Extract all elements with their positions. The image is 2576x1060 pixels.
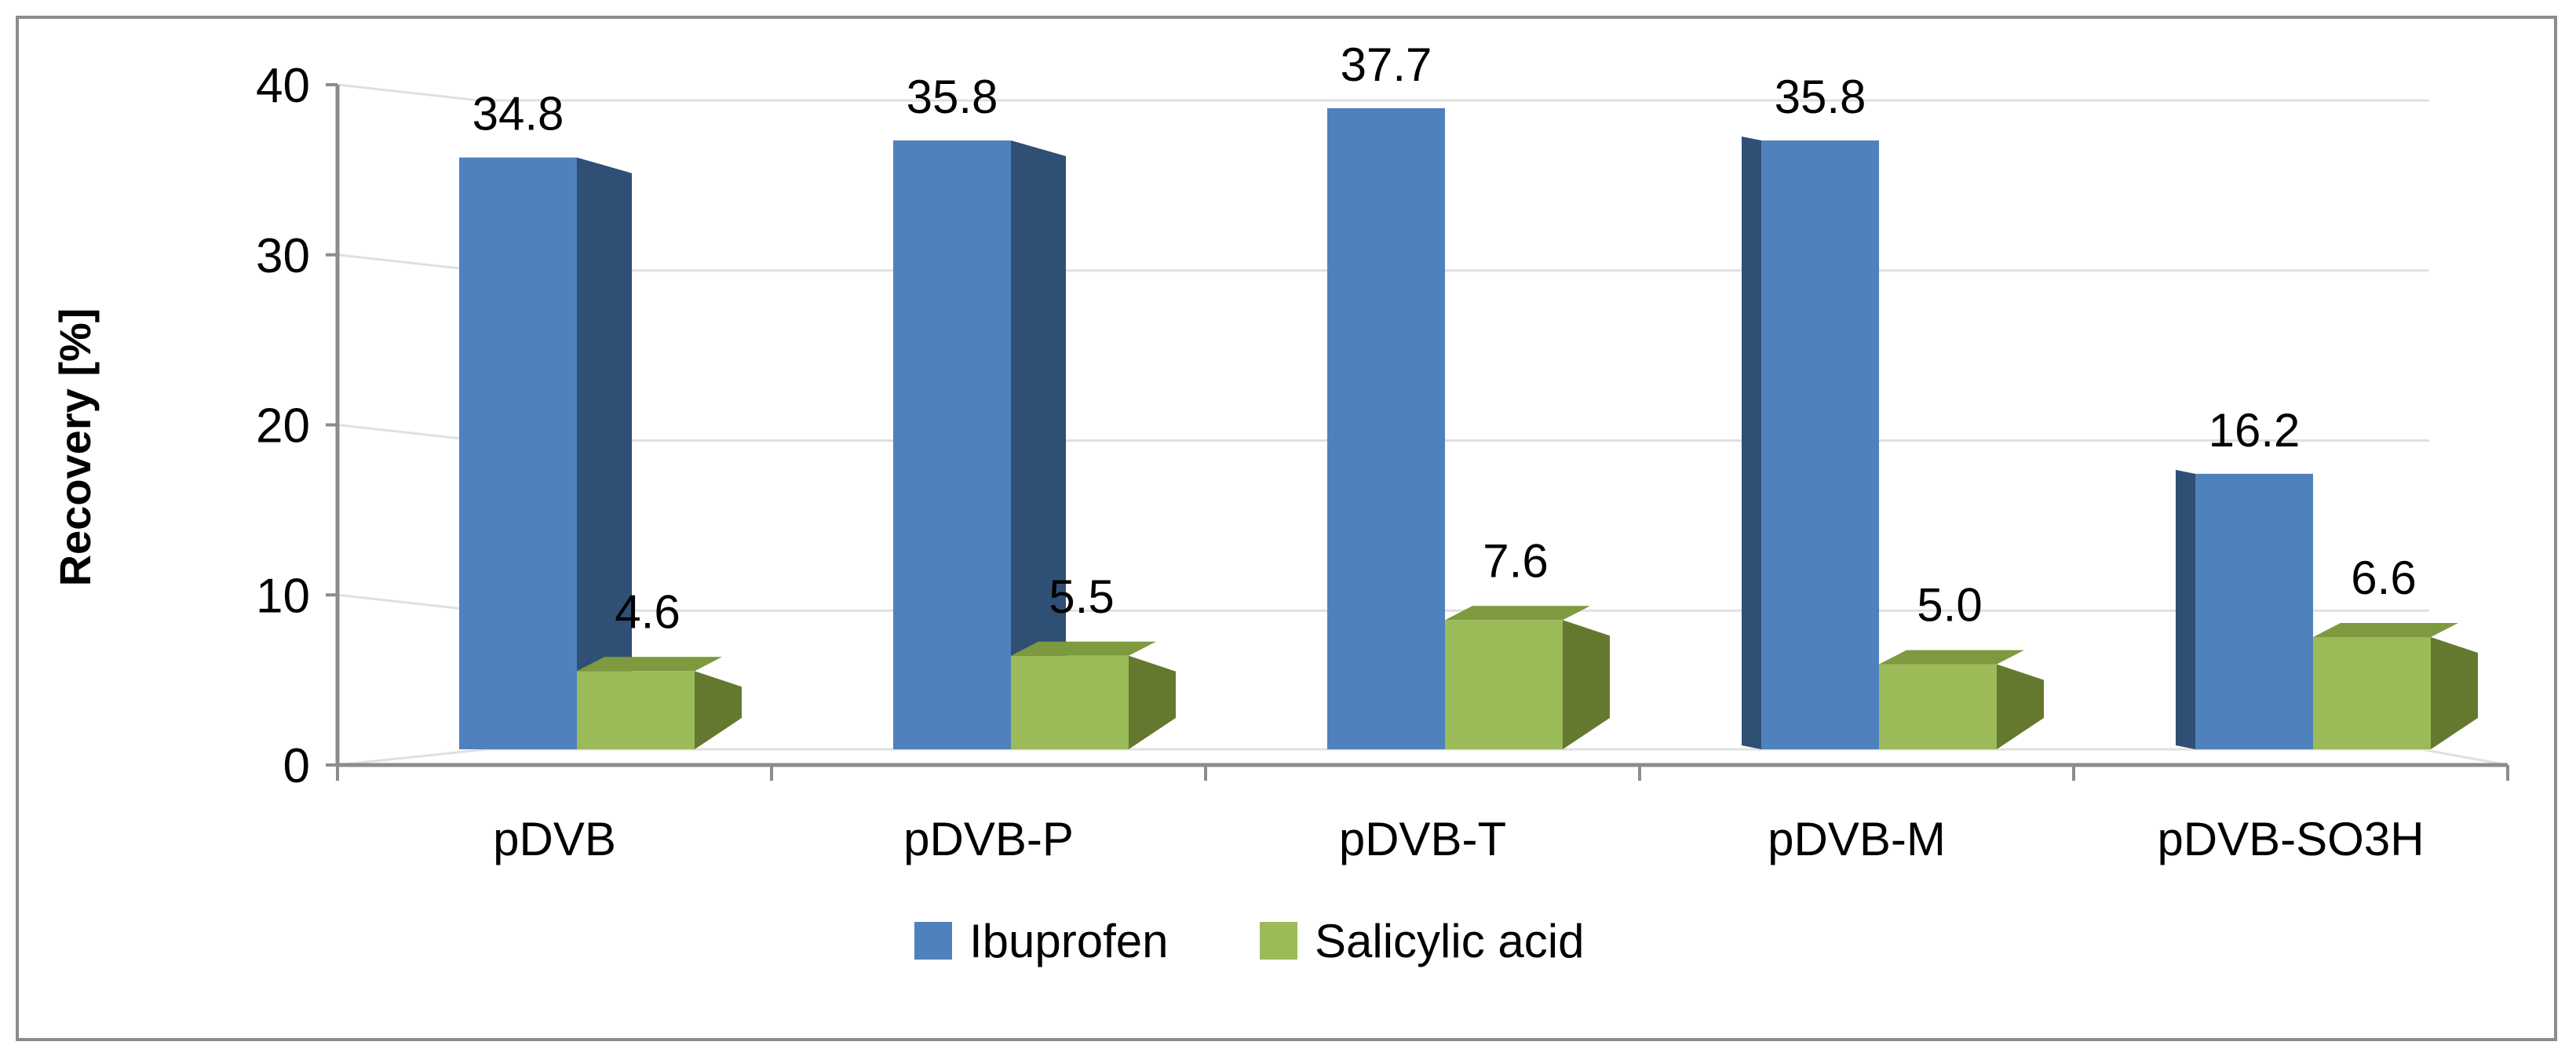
y-tick-label: 10: [256, 569, 310, 623]
bar-side: [1011, 140, 1066, 749]
y-axis-title: Recovery [%]: [50, 308, 100, 587]
x-tick-label: pDVB-T: [1339, 813, 1506, 865]
legend-swatch: [1260, 922, 1297, 960]
data-label: 5.5: [1049, 570, 1114, 623]
gridline: [337, 83, 2429, 102]
x-tick-label: pDVB: [493, 813, 616, 865]
y-tick-label: 0: [283, 739, 310, 793]
data-label: 16.2: [2209, 404, 2301, 457]
legend: Ibuprofen Salicylic acid: [914, 915, 1584, 967]
bar: [459, 157, 577, 749]
data-label: 6.6: [2351, 552, 2416, 604]
axes: 0 10 20 30 40 pDVB pDVB-P pDVB-T pDVB-M pDVB-SO3H: [256, 59, 2509, 865]
data-label: 37.7: [1341, 38, 1432, 91]
bar: [1445, 620, 1563, 749]
bar-side: [1997, 664, 2044, 749]
data-label: 4.6: [615, 585, 680, 638]
data-label: 34.8: [473, 88, 564, 140]
bar: [1879, 664, 1997, 749]
bar-side: [2431, 636, 2478, 749]
legend-label: Salicylic acid: [1315, 915, 1584, 967]
legend-label: Ibuprofen: [969, 915, 1169, 967]
x-tick-label: pDVB-M: [1768, 813, 1946, 865]
bar-side: [1742, 137, 1761, 749]
y-tick-label: 40: [256, 59, 310, 113]
bar-top: [577, 657, 722, 672]
data-label: 35.8: [1775, 71, 1866, 123]
bar: [2195, 473, 2313, 749]
bar: [2313, 636, 2431, 749]
bar: [893, 140, 1011, 749]
bar-top: [1011, 641, 1156, 656]
bar: [1761, 140, 1879, 749]
bar-top: [2313, 622, 2458, 637]
bar-side: [2176, 469, 2195, 749]
legend-swatch: [914, 922, 952, 960]
bar-side: [1129, 655, 1176, 749]
bar-side: [577, 157, 632, 749]
y-tick-label: 30: [256, 229, 310, 283]
data-label: 7.6: [1483, 534, 1548, 587]
floor-outline: [337, 748, 2508, 767]
bar-side: [695, 671, 742, 749]
x-tick-label: pDVB-P: [903, 813, 1074, 865]
chart-frame: [16, 16, 2557, 1041]
y-tick-label: 20: [256, 399, 310, 454]
chart-floor: [337, 748, 2508, 767]
x-tick-label: pDVB-SO3H: [2157, 813, 2424, 865]
bar-top: [1445, 606, 1590, 621]
data-label: 35.8: [907, 71, 998, 123]
bars: [459, 107, 2478, 750]
bar-side: [1563, 620, 1610, 749]
data-labels: 34.8 4.6 35.8 5.5 37.7 7.6 35.8 5.0 16.2 6.6: [473, 38, 2417, 638]
bar: [577, 671, 695, 749]
bar: [1011, 655, 1129, 749]
bar-top: [1879, 650, 2024, 665]
data-label: 5.0: [1917, 579, 1982, 632]
bar: [1327, 107, 1445, 750]
